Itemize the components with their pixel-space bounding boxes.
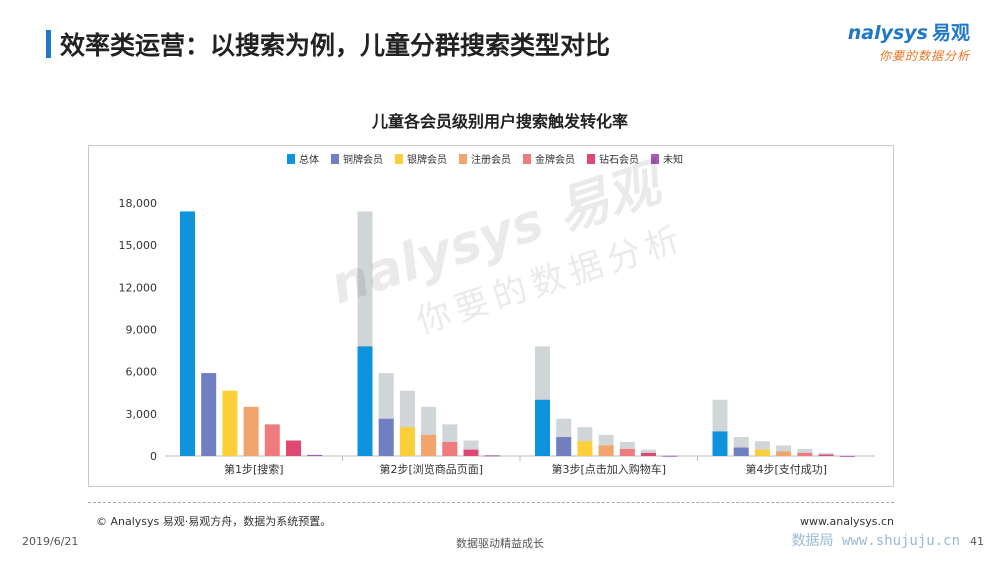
bar-step-3-series-1 (535, 399, 550, 456)
bar-step-1-series-1 (180, 211, 195, 456)
bar-step-1-series-5 (264, 424, 280, 456)
analysys-logo: nalysys 易观 你要的数据分析 (848, 18, 970, 64)
bar-step-2-series-3 (399, 427, 415, 456)
y-tick-label: 9,000 (126, 324, 158, 337)
page-number: 41 (970, 535, 984, 548)
bar-prev-step-3-7 (662, 455, 678, 456)
bar-chart: 总体 铜牌会员 银牌会员 注册会员 金牌会员 钻石会员 未知 0 3,000 6,000 9,000… (119, 153, 875, 476)
bar-step-2-series-5 (442, 441, 458, 456)
chart-frame: 总体 铜牌会员 银牌会员 注册会员 金牌会员 钻石会员 未知 0 3,000 6,000 9,000… (88, 145, 894, 487)
legend-label-6: 钻石会员 (599, 153, 639, 166)
legend-swatch-3 (395, 154, 403, 164)
legend-swatch-4 (459, 154, 467, 164)
bar-step-3-series-4 (598, 445, 614, 456)
bar-step-2-series-2 (378, 418, 394, 456)
bar-step-3-series-6 (641, 452, 656, 456)
legend-label-7: 未知 (663, 153, 683, 166)
slide-date: 2019/6/21 (22, 535, 79, 548)
legend-swatch-5 (523, 154, 531, 164)
legend-swatch-2 (331, 154, 339, 164)
bar-step-2-series-7 (484, 455, 500, 457)
y-tick-label: 0 (150, 450, 157, 463)
chart-title: 儿童各会员级别用户搜索触发转化率 (371, 112, 628, 131)
bar-step-2-series-1 (357, 346, 373, 456)
bar-step-4-series-2 (733, 447, 749, 456)
logo-cn-text: 易观 (931, 22, 970, 44)
page-title: 效率类运营：以搜索为例，儿童分群搜索类型对比 (60, 31, 611, 60)
bar-step-3-series-5 (619, 448, 635, 456)
bar-step-1-series-6 (286, 440, 301, 456)
bar-step-4-series-7 (839, 455, 855, 457)
y-tick-label: 18,000 (119, 197, 158, 210)
logo-slogan: 你要的数据分析 (878, 49, 970, 63)
legend-swatch-1 (287, 154, 295, 164)
bar-prev-step-3-6 (641, 449, 656, 456)
bar-prev-step-4-4 (776, 445, 792, 456)
legend-swatch-7 (651, 154, 659, 164)
legend-label-3: 银牌会员 (407, 153, 447, 166)
bar-prev-step-4-5 (797, 448, 813, 456)
bar-step-3-series-7 (662, 455, 678, 457)
logo-brand-text: nalysys (847, 22, 928, 44)
source-note: © Analysys 易观·易观方舟，数据为系统预置。 (96, 515, 332, 528)
y-tick-label: 3,000 (126, 408, 158, 421)
bar-prev-step-4-6 (818, 452, 834, 456)
bar-step-4-series-6 (818, 454, 834, 456)
title-accent-bar (46, 30, 51, 58)
bar-step-2-series-6 (463, 449, 479, 456)
legend-label-1: 总体 (299, 153, 319, 166)
legend-label-2: 铜牌会员 (343, 153, 383, 166)
x-tick-label: 第3步[点击加入购物车] (551, 462, 666, 476)
bar-step-4-series-3 (754, 449, 770, 456)
footer-divider (88, 502, 894, 503)
y-tick-label: 12,000 (119, 281, 158, 294)
x-tick-label: 第4步[支付成功] (745, 462, 827, 476)
legend-label-4: 注册会员 (471, 153, 511, 166)
bar-step-4-series-4 (776, 451, 792, 456)
bar-step-1-series-7 (307, 454, 323, 456)
bar-step-1-series-3 (222, 390, 238, 456)
bar-step-4-series-5 (797, 452, 813, 456)
bar-step-3-series-2 (556, 437, 572, 456)
x-tick-label: 第1步[搜索] (224, 462, 284, 476)
bar-step-1-series-4 (243, 406, 259, 456)
footer-slogan: 数据驱动精益成长 (456, 537, 544, 550)
bar-step-2-series-4 (421, 434, 437, 456)
x-tick-label: 第2步[浏览商品页面] (379, 462, 483, 476)
legend-label-5: 金牌会员 (535, 153, 575, 166)
website-link[interactable]: www.analysys.cn (800, 515, 894, 528)
legend-swatch-6 (587, 154, 595, 164)
footer-watermark: 数据局 www.shujuju.cn (791, 533, 960, 549)
bar-step-3-series-3 (577, 441, 593, 456)
y-tick-label: 15,000 (119, 239, 158, 252)
bar-step-4-series-1 (712, 431, 728, 456)
y-tick-label: 6,000 (126, 366, 158, 379)
bar-step-1-series-2 (201, 373, 217, 456)
